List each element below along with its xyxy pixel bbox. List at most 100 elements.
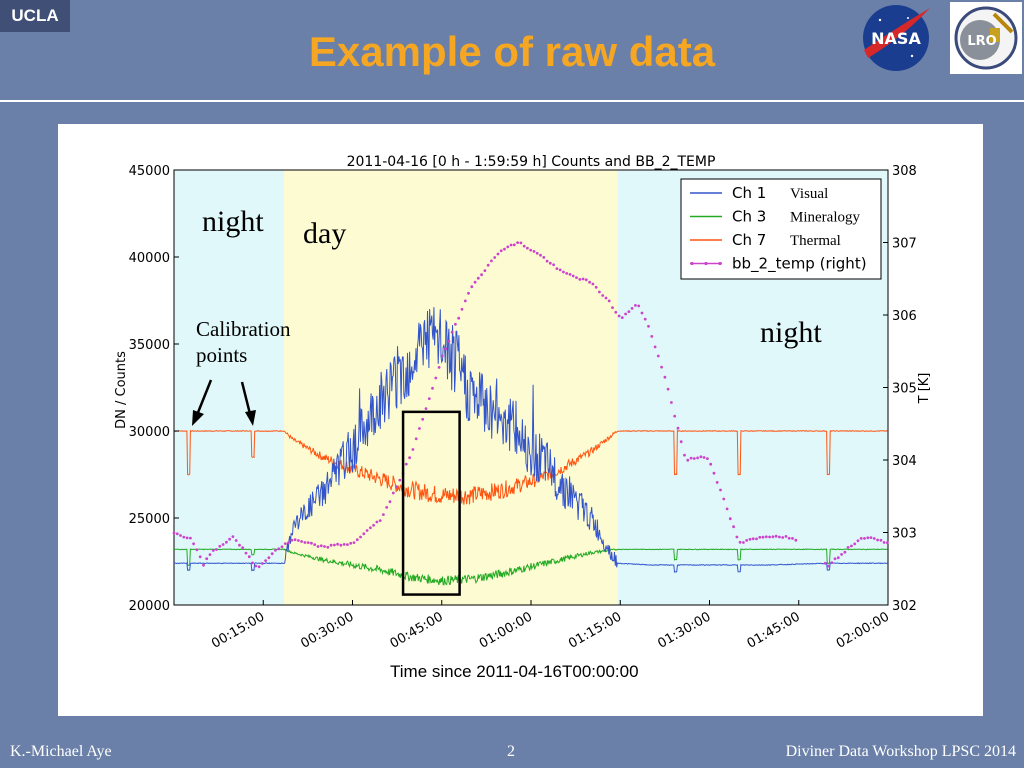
bb-temp-point <box>607 299 611 303</box>
y-right-tick-label: 302 <box>892 599 917 614</box>
bb-temp-point <box>398 478 402 482</box>
calibration-label-line2: points <box>196 343 247 367</box>
bb-temp-point <box>323 545 326 548</box>
bb-temp-point <box>404 462 408 466</box>
bb-temp-point <box>843 550 847 554</box>
y-tick-label: 30000 <box>129 425 170 440</box>
bb-temp-point <box>225 540 228 544</box>
bb-temp-point <box>836 556 840 560</box>
bb-temp-point <box>329 543 333 547</box>
legend-label: Ch 3 <box>732 208 766 226</box>
footer-author: K.-Michael Aye <box>10 743 112 760</box>
highlight-box <box>401 410 461 596</box>
bb-temp-point <box>850 544 853 548</box>
bb-temp-point <box>516 241 519 245</box>
bb-temp-point <box>418 427 421 430</box>
night-right-label: night <box>760 316 822 349</box>
bb-temp-point <box>673 414 677 418</box>
bb-temp-point <box>539 253 542 257</box>
bb-temp-point <box>872 537 876 540</box>
bb-temp-point <box>333 543 336 547</box>
bb-temp-point <box>728 517 732 521</box>
bb-temp-point <box>781 536 785 539</box>
bb-temp-point <box>238 543 241 547</box>
y-tick-label: 40000 <box>129 251 170 266</box>
region-night-0 <box>174 170 285 605</box>
legend-label: Ch 1 <box>732 184 766 202</box>
legend-label: bb_2_temp (right) <box>732 255 867 274</box>
bb-temp-point <box>506 245 510 249</box>
bb-temp-point <box>565 272 569 275</box>
bb-temp-point <box>179 534 182 537</box>
bb-temp-point <box>290 538 294 542</box>
x-tick-label: 01:00:00 <box>477 609 535 651</box>
bb-temp-point <box>601 294 605 297</box>
legend-sublabel: Visual <box>790 186 828 202</box>
bb-temp-point <box>306 541 310 544</box>
y-tick-label: 20000 <box>129 599 170 614</box>
bb-temp-point <box>215 548 218 551</box>
bb-temp-point <box>218 544 222 548</box>
bb-temp-point <box>620 316 624 319</box>
bb-temp-point <box>490 259 493 263</box>
bb-temp-point <box>391 491 395 495</box>
bb-temp-point <box>457 316 461 320</box>
bb-temp-point <box>195 548 199 552</box>
ucla-badge: UCLA <box>0 0 70 32</box>
bb-temp-point <box>372 523 375 527</box>
bb-temp-point <box>859 537 863 540</box>
bb-temp-point <box>637 304 641 308</box>
bb-temp-point <box>722 497 726 501</box>
bb-temp-point <box>611 306 614 309</box>
bb-temp-point <box>562 270 565 274</box>
bb-temp-point <box>653 345 657 349</box>
bb-temp-point <box>251 561 254 565</box>
bb-temp-point <box>310 541 313 545</box>
bb-temp-point <box>617 314 621 318</box>
bb-temp-point <box>359 535 362 539</box>
bb-temp-point <box>189 536 192 540</box>
bb-temp-point <box>182 535 186 539</box>
bb-temp-point <box>499 249 503 253</box>
night-left-label: night <box>202 205 264 238</box>
bb-temp-point <box>823 561 827 565</box>
x-tick-label: 01:30:00 <box>655 609 713 651</box>
slide-title: Example of raw data <box>308 28 716 75</box>
bb-temp-point <box>555 267 559 270</box>
bb-temp-point <box>679 440 683 444</box>
bb-temp-point <box>205 557 209 561</box>
bb-temp-point <box>604 296 608 300</box>
bb-temp-point <box>378 519 382 522</box>
nasa-logo: NASA <box>863 5 930 71</box>
x-tick-label: 00:45:00 <box>388 609 446 651</box>
bb-temp-point <box>414 437 418 441</box>
series-line-ch7 <box>174 429 888 505</box>
bb-temp-point <box>751 537 755 541</box>
bb-temp-point <box>293 538 297 542</box>
bb-temp-point <box>712 471 716 475</box>
bb-temp-point <box>558 268 562 272</box>
bb-temp-point <box>313 543 317 546</box>
y-right-tick-label: 306 <box>892 309 917 324</box>
bb-temp-point <box>683 453 686 457</box>
bb-temp-point <box>336 542 339 546</box>
legend: Ch 1 Visual Ch 3 Mineralogy Ch 7 Thermal bb_2_… <box>680 178 882 280</box>
bb-temp-point <box>882 541 886 544</box>
bb-temp-point <box>856 539 860 543</box>
bb-temp-point <box>791 537 794 540</box>
lro-logo-text: LRO <box>967 34 996 49</box>
legend-marker <box>704 261 708 266</box>
bb-temp-point <box>666 387 670 391</box>
bb-temp-point <box>594 285 598 289</box>
bb-temp-point <box>185 536 189 540</box>
bb-temp-point <box>581 277 585 281</box>
bb-temp-point <box>522 244 526 248</box>
bb-temp-point <box>440 354 444 358</box>
bb-temp-point <box>244 551 248 555</box>
bb-temp-point <box>650 335 654 338</box>
bb-temp-point <box>208 553 212 556</box>
bb-temp-point <box>496 252 500 256</box>
bb-temp-point <box>480 273 483 277</box>
bb-temp-point <box>470 285 474 289</box>
